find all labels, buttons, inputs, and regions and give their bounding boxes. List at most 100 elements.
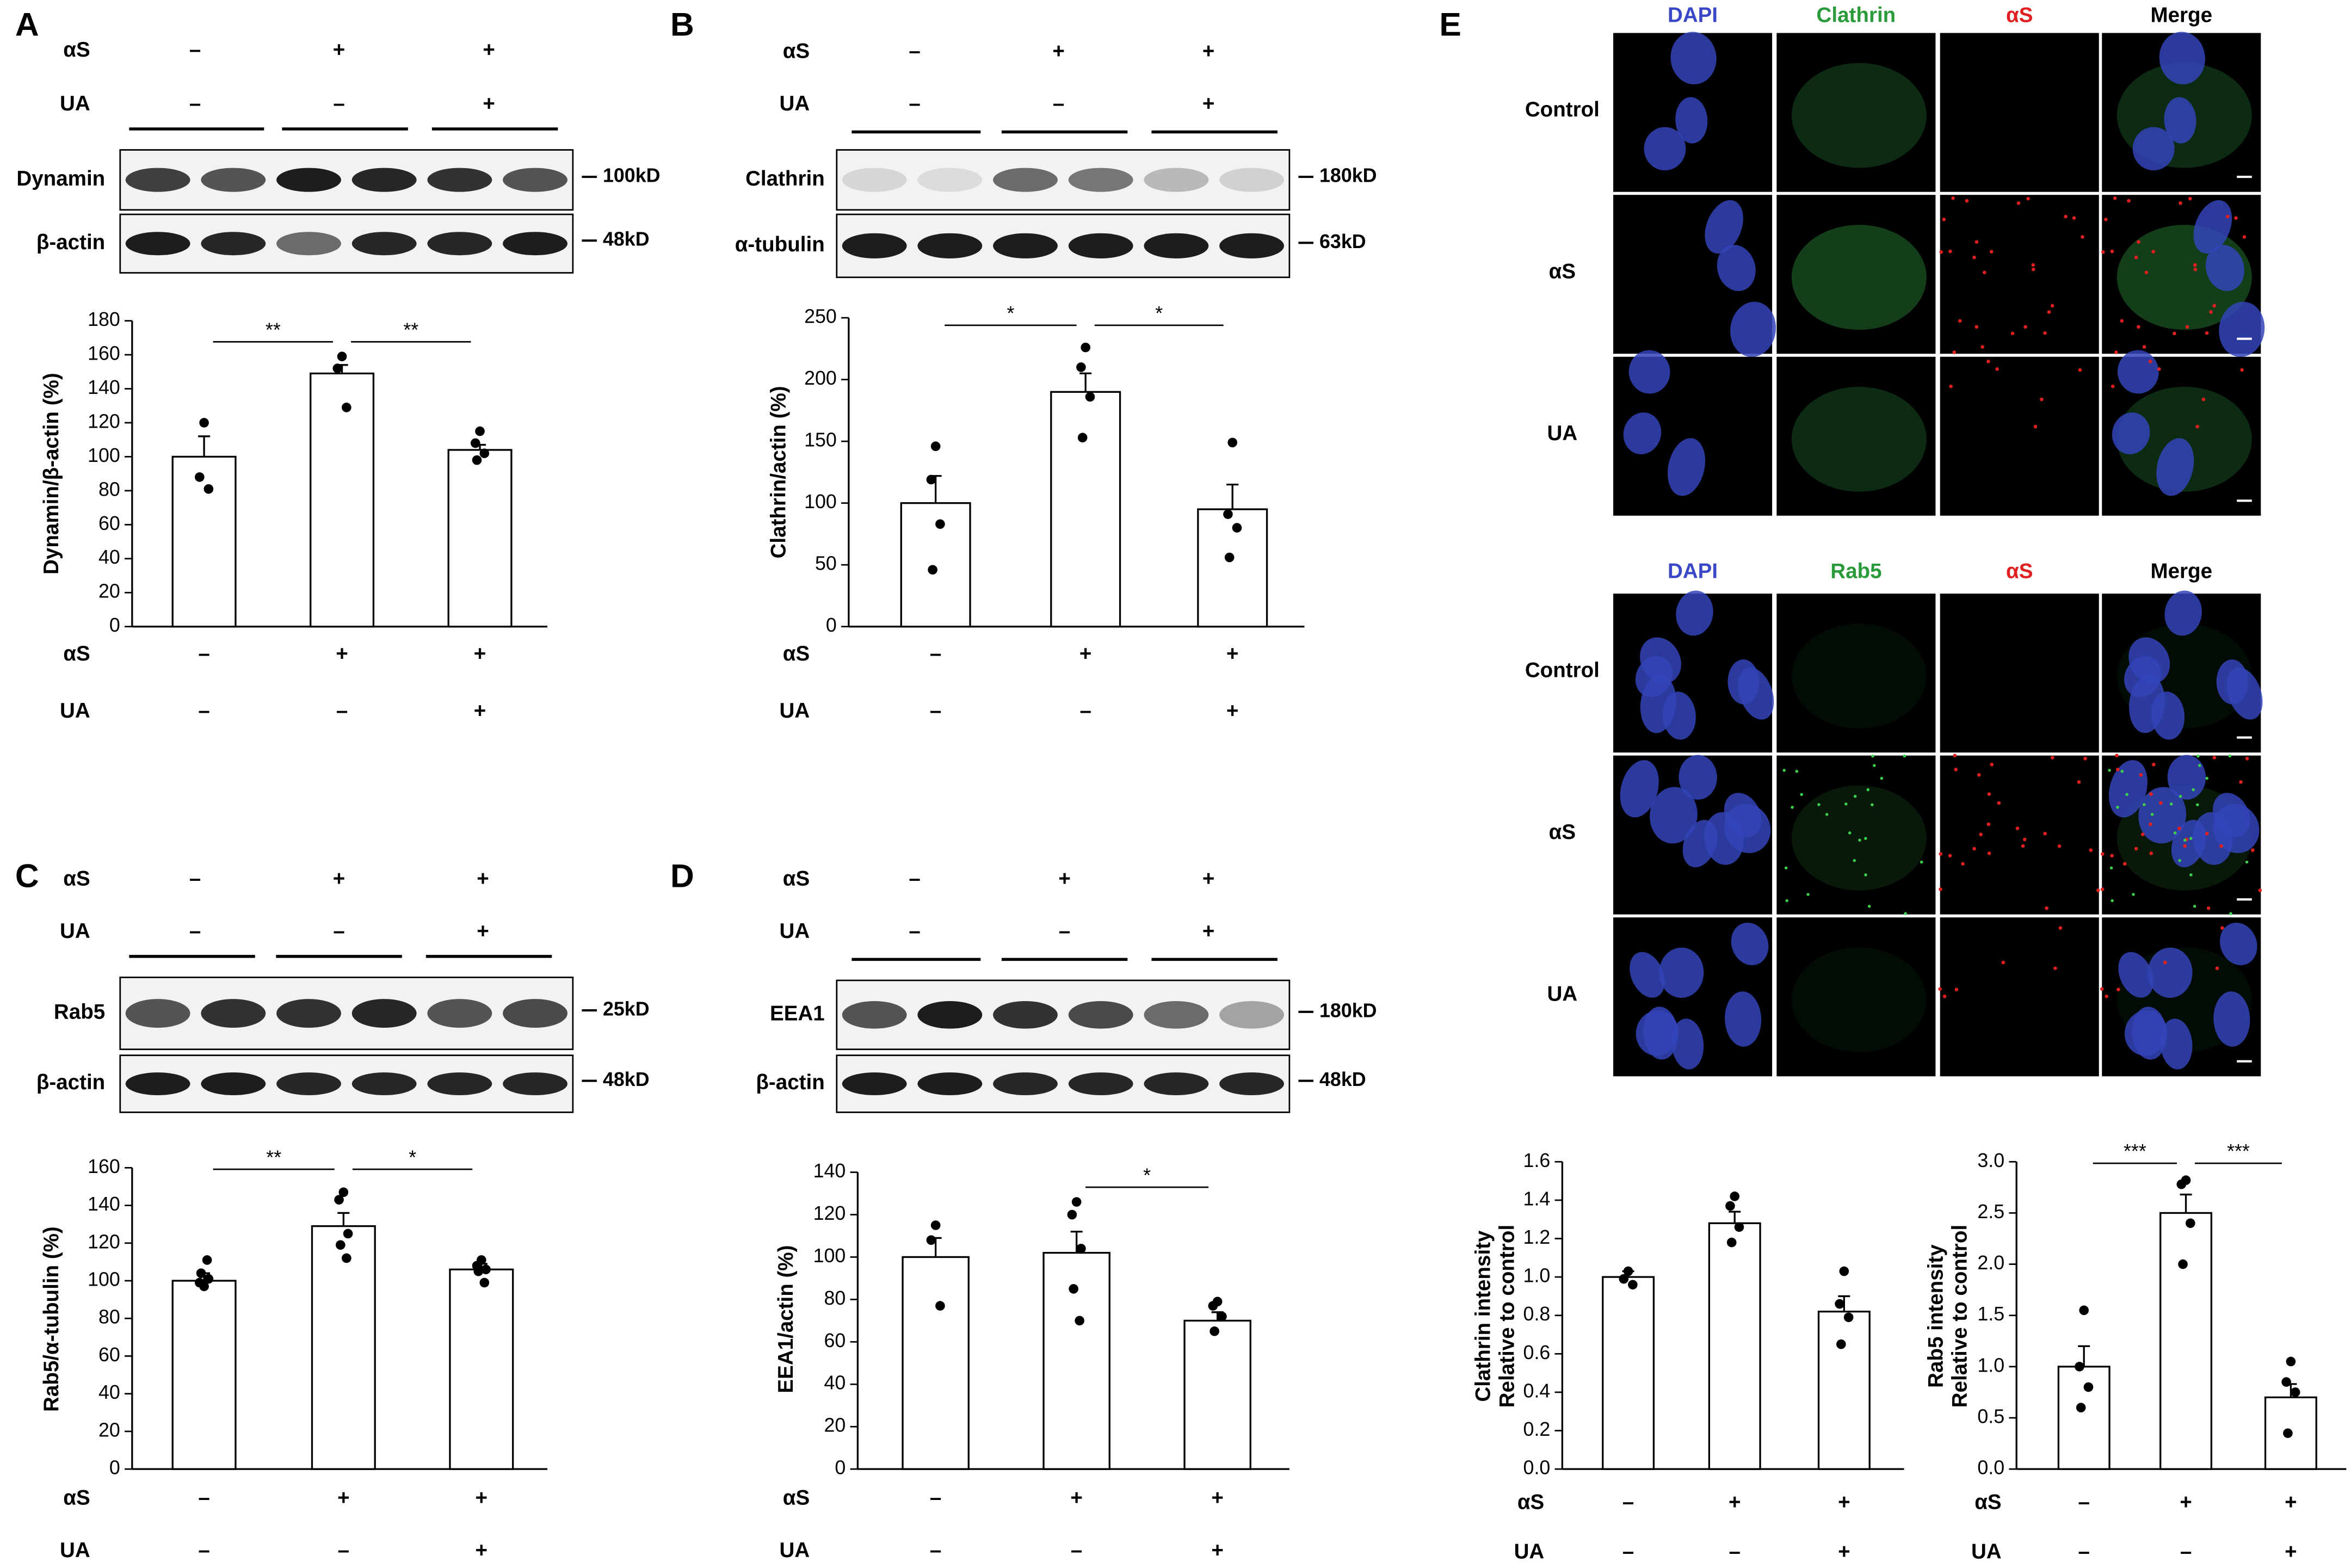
green-dot (2169, 802, 2173, 806)
condition-label: UA (1547, 983, 1578, 1006)
green-dot (2179, 794, 2182, 798)
nucleus (2159, 32, 2205, 85)
data-point (332, 363, 343, 373)
condition-symbol: + (483, 92, 495, 115)
band-size: 63kD (1319, 231, 1366, 252)
data-point (479, 448, 490, 459)
condition-symbol: – (909, 919, 920, 943)
blot-band (917, 1072, 983, 1095)
nucleus (2112, 412, 2150, 455)
data-point (195, 1277, 205, 1288)
green-dot (2173, 831, 2177, 835)
red-signal (2101, 250, 2105, 254)
condition-symbol: – (1079, 699, 1091, 723)
blot-band (201, 1072, 266, 1095)
blot-band (993, 168, 1058, 192)
red-signal (1980, 345, 1984, 349)
blot-strip (836, 149, 1291, 211)
significance-label: *** (2124, 1140, 2146, 1162)
condition-label: αS (783, 867, 810, 891)
blot-band (276, 999, 341, 1028)
red-signal (2053, 966, 2057, 970)
nucleus (1725, 991, 1762, 1047)
green-signal (1791, 624, 1927, 729)
bar (171, 1280, 237, 1470)
blot-band (427, 999, 492, 1028)
condition-symbol: + (1838, 1540, 1850, 1564)
data-point (2083, 1382, 2094, 1392)
data-point (2283, 1428, 2293, 1439)
red-signal (1939, 250, 1943, 254)
micrograph (1940, 195, 2099, 354)
red-signal (2010, 331, 2015, 336)
band-size: 180kD (1319, 165, 1377, 187)
green-dot (2189, 837, 2193, 840)
red-signal (1987, 792, 1991, 796)
band-name: β-actin (36, 1071, 105, 1094)
data-point (2286, 1356, 2296, 1367)
green-dot (1817, 803, 1821, 806)
red-signal (2205, 831, 2209, 836)
data-point (472, 455, 482, 465)
green-dot (2205, 776, 2208, 780)
nucleus (2132, 127, 2175, 171)
band-size: 48kD (1319, 1069, 1366, 1090)
nucleus (2124, 1010, 2168, 1056)
red-signal (2064, 214, 2068, 219)
data-point (1076, 362, 1086, 372)
blot-band (351, 232, 417, 256)
green-dot (1904, 912, 1907, 915)
condition-symbol: – (1622, 1491, 1634, 1514)
significance-label: ** (266, 1146, 281, 1168)
y-tick-label: 0.0 (1523, 1457, 1551, 1479)
blot-band (1219, 168, 1284, 192)
red-signal (2078, 368, 2082, 372)
green-dot (2196, 754, 2200, 758)
red-signal (2144, 270, 2149, 275)
channel-label: DAPI (1668, 560, 1718, 583)
channel-label: αS (2006, 3, 2033, 27)
green-dot (1791, 806, 1794, 809)
condition-label: αS (783, 40, 810, 63)
data-point (195, 472, 205, 482)
data-point (1836, 1339, 1846, 1349)
red-signal (1979, 832, 1983, 837)
condition-symbol: – (1059, 919, 1070, 943)
red-signal (2001, 960, 2006, 965)
condition-symbol: + (1211, 1539, 1224, 1562)
blot-band (917, 1001, 983, 1029)
condition-symbol: + (1226, 642, 1239, 665)
y-tick-label: 120 (88, 410, 120, 432)
red-signal (2023, 325, 2027, 329)
condition-label: αS (1549, 820, 1576, 844)
red-signal (1972, 255, 1976, 260)
data-point (334, 1195, 344, 1205)
condition-symbol: + (2180, 1491, 2192, 1514)
blot-strip (836, 979, 1291, 1051)
red-signal (1990, 762, 1994, 767)
red-signal (2149, 792, 2153, 796)
red-signal (1989, 250, 1994, 254)
y-tick-label: 40 (98, 1381, 120, 1403)
red-signal (1954, 987, 1959, 991)
band-size: 180kD (1319, 999, 1377, 1021)
data-point (481, 1264, 491, 1275)
blot-strip (119, 149, 574, 211)
condition-symbol: – (198, 1539, 209, 1562)
data-point (2290, 1387, 2300, 1397)
data-point (930, 1220, 941, 1230)
y-axis-label: Relative to control (1948, 1225, 1971, 1408)
condition-symbol: – (1071, 1539, 1082, 1562)
red-signal (2050, 756, 2054, 760)
data-point (2079, 1305, 2089, 1316)
y-tick-label: 80 (98, 478, 120, 500)
condition-symbol: + (1226, 699, 1239, 723)
y-tick-label: 140 (88, 376, 120, 398)
nucleus (1671, 1018, 1704, 1070)
micrograph (1940, 356, 2099, 516)
condition-label: αS (63, 867, 90, 891)
channel-label: Merge (2150, 560, 2212, 583)
data-point (1734, 1222, 1744, 1232)
y-tick-label: 120 (88, 1231, 120, 1252)
panel-label: B (670, 6, 694, 43)
